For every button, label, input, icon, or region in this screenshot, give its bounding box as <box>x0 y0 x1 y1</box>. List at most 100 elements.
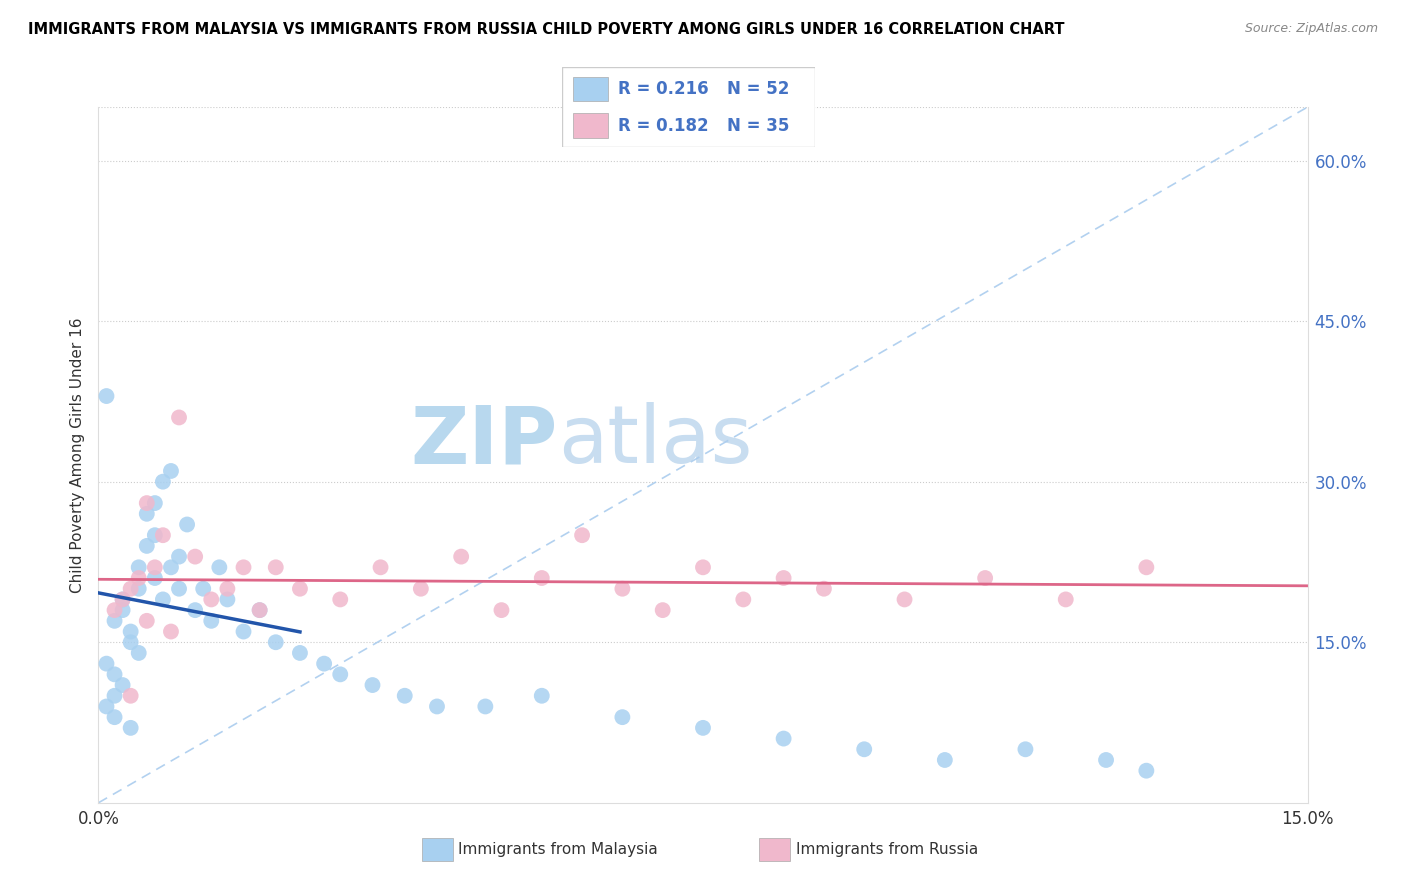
Point <box>491 603 513 617</box>
Point <box>167 582 190 596</box>
Point <box>329 667 352 681</box>
Point <box>128 646 150 660</box>
Point <box>1014 742 1036 756</box>
Point <box>103 689 125 703</box>
Point <box>167 410 190 425</box>
Y-axis label: Child Poverty Among Girls Under 16: Child Poverty Among Girls Under 16 <box>70 318 86 592</box>
Bar <box>572 113 607 137</box>
Point <box>813 582 835 596</box>
Point <box>96 657 118 671</box>
Point <box>120 624 142 639</box>
Point <box>1095 753 1118 767</box>
Text: N = 52: N = 52 <box>727 79 789 97</box>
Point <box>96 699 118 714</box>
Point <box>143 496 166 510</box>
Point <box>135 614 157 628</box>
Point <box>128 571 150 585</box>
Point <box>974 571 997 585</box>
Text: Immigrants from Russia: Immigrants from Russia <box>796 842 979 856</box>
Point <box>288 646 311 660</box>
Text: ZIP: ZIP <box>411 402 558 480</box>
Point <box>772 731 794 746</box>
Point <box>111 592 134 607</box>
Point <box>571 528 593 542</box>
Point <box>692 560 714 574</box>
Point <box>135 539 157 553</box>
Point <box>450 549 472 564</box>
Point <box>176 517 198 532</box>
Point <box>612 710 634 724</box>
Point <box>232 560 254 574</box>
Point <box>409 582 432 596</box>
Point <box>128 560 150 574</box>
Point <box>370 560 392 574</box>
Point <box>232 624 254 639</box>
Point <box>135 496 157 510</box>
Point <box>361 678 384 692</box>
Point <box>184 603 207 617</box>
Point <box>264 635 287 649</box>
Point <box>160 464 183 478</box>
Point <box>1054 592 1077 607</box>
Point <box>208 560 231 574</box>
Point <box>167 549 190 564</box>
Point <box>853 742 876 756</box>
Point <box>530 689 553 703</box>
Text: IMMIGRANTS FROM MALAYSIA VS IMMIGRANTS FROM RUSSIA CHILD POVERTY AMONG GIRLS UND: IMMIGRANTS FROM MALAYSIA VS IMMIGRANTS F… <box>28 22 1064 37</box>
Point <box>651 603 673 617</box>
Point <box>111 603 134 617</box>
Point <box>1135 560 1157 574</box>
Point <box>120 689 142 703</box>
Point <box>128 582 150 596</box>
Text: R = 0.216: R = 0.216 <box>619 79 709 97</box>
Point <box>733 592 755 607</box>
Bar <box>572 77 607 101</box>
Point <box>120 582 142 596</box>
Point <box>152 592 174 607</box>
Text: Source: ZipAtlas.com: Source: ZipAtlas.com <box>1244 22 1378 36</box>
Point <box>200 614 222 628</box>
Point <box>893 592 915 607</box>
Point <box>217 592 239 607</box>
Point <box>143 560 166 574</box>
Point <box>249 603 271 617</box>
Point <box>1135 764 1157 778</box>
Point <box>143 528 166 542</box>
Point <box>152 475 174 489</box>
Point <box>103 667 125 681</box>
Point <box>96 389 118 403</box>
Point <box>103 614 125 628</box>
Point <box>288 582 311 596</box>
Point <box>120 635 142 649</box>
Text: atlas: atlas <box>558 402 752 480</box>
Point <box>474 699 496 714</box>
Text: R = 0.182: R = 0.182 <box>619 117 709 135</box>
Point <box>111 678 134 692</box>
Point <box>934 753 956 767</box>
Point <box>160 560 183 574</box>
Point <box>692 721 714 735</box>
Point <box>264 560 287 574</box>
Point <box>200 592 222 607</box>
Point <box>143 571 166 585</box>
Point <box>103 603 125 617</box>
Text: Immigrants from Malaysia: Immigrants from Malaysia <box>458 842 658 856</box>
Point <box>111 592 134 607</box>
Point <box>193 582 215 596</box>
Point <box>249 603 271 617</box>
Point <box>314 657 336 671</box>
Point <box>152 528 174 542</box>
Point <box>394 689 416 703</box>
Point <box>772 571 794 585</box>
Point <box>184 549 207 564</box>
Text: N = 35: N = 35 <box>727 117 789 135</box>
Point <box>329 592 352 607</box>
Point <box>217 582 239 596</box>
Point <box>103 710 125 724</box>
Point <box>530 571 553 585</box>
Point <box>120 721 142 735</box>
Point <box>135 507 157 521</box>
Point <box>160 624 183 639</box>
Point <box>612 582 634 596</box>
Point <box>426 699 449 714</box>
